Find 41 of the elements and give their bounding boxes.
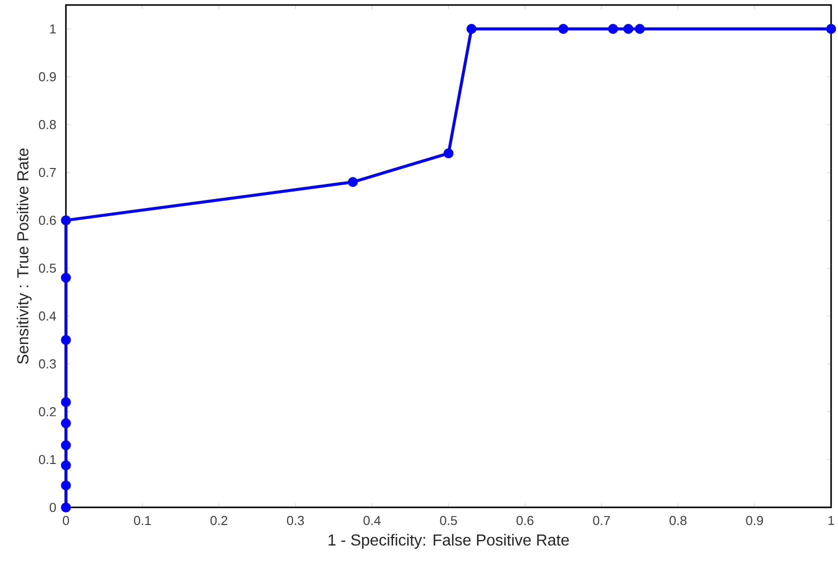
y-tick-label: 1	[50, 24, 56, 34]
point	[466, 24, 476, 34]
point	[608, 24, 618, 34]
x-tick-label: 0.1	[134, 516, 151, 525]
point	[348, 176, 358, 187]
x-tick-label: 0.3	[286, 516, 304, 525]
point	[60, 334, 71, 345]
x-axis-title: 1 - Specificity: False Positive Rate	[328, 534, 569, 549]
x-tick-label: 0.2	[210, 516, 228, 525]
point	[558, 24, 568, 34]
point	[60, 215, 71, 226]
point	[60, 502, 71, 512]
x-tick-label: 0.6	[516, 516, 534, 525]
y-tick-label: 0	[50, 502, 56, 512]
point	[634, 24, 645, 34]
y-tick-label: 0.2	[38, 406, 56, 416]
y-tick-label: 0.5	[38, 263, 56, 273]
y-axis-title: Sensitivity : True Positive Rate	[16, 148, 32, 364]
x-tick-label: 1	[828, 516, 834, 525]
y-tick-label: 0.4	[38, 311, 56, 320]
point	[60, 440, 71, 450]
y-tick-label: 0.1	[38, 454, 56, 464]
y-tick-label: 0.8	[38, 120, 56, 130]
point	[60, 397, 71, 407]
point	[60, 460, 71, 470]
x-tick-label: 0.5	[440, 516, 457, 525]
point	[60, 272, 71, 283]
y-tick-label: 0.3	[38, 359, 56, 368]
x-tick-label: 0.8	[670, 516, 686, 525]
point	[826, 24, 836, 34]
y-tick-label: 0.6	[38, 216, 56, 225]
y-tick-label: 0.9	[38, 72, 56, 82]
x-tick-label: 0.7	[593, 516, 610, 525]
x-tick-label: 0.4	[364, 516, 381, 525]
x-tick-label: 0	[62, 516, 70, 525]
x-tick-label: 0.9	[746, 516, 763, 525]
point	[623, 24, 634, 34]
y-tick-label: 0.7	[38, 168, 56, 177]
point	[60, 418, 71, 428]
point	[60, 480, 71, 490]
point	[444, 148, 454, 158]
